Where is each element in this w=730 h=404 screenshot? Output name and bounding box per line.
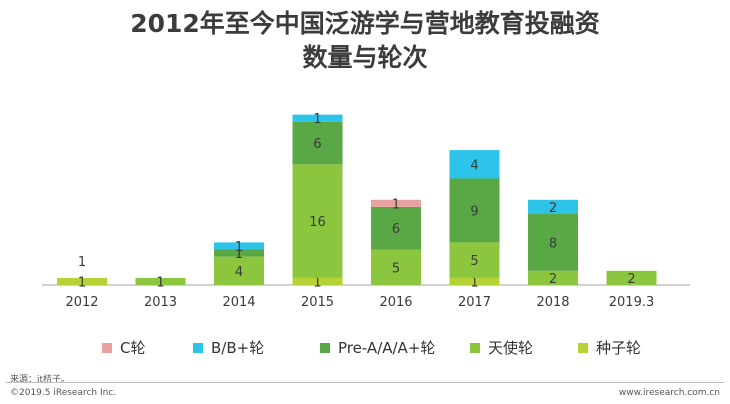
data-label-extra: 1 [78, 255, 86, 270]
bar-segment [292, 277, 343, 285]
data-label: 2 [549, 201, 557, 216]
data-label: 6 [313, 137, 321, 152]
x-tick-label: 2013 [144, 295, 177, 310]
data-label: 5 [392, 261, 400, 276]
bar-segment [528, 199, 578, 214]
bar-segment [371, 206, 421, 250]
bar-segment [528, 270, 578, 285]
data-label: 1 [156, 275, 164, 290]
legend-label: 种子轮 [596, 339, 642, 357]
legend-swatch [578, 342, 588, 353]
legend-label: 天使轮 [488, 339, 534, 357]
x-tick-label: 2017 [458, 295, 491, 310]
legend-label: Pre-A/A/A+轮 [338, 339, 436, 357]
data-label: 2 [549, 272, 557, 287]
chart-title-line-2: 数量与轮次 [302, 43, 428, 72]
data-label: 8 [549, 236, 557, 251]
legend-swatch [470, 342, 480, 353]
bar-segment [449, 178, 500, 243]
data-label: 1 [313, 112, 321, 127]
bar-segment [57, 277, 107, 285]
data-label: 4 [470, 158, 478, 173]
legend-item: Pre-A/A/A+轮 [320, 337, 435, 358]
legend-swatch [102, 342, 112, 353]
legend-item: 种子轮 [578, 337, 641, 358]
bar-segment [449, 150, 500, 179]
bar-segment [449, 242, 500, 278]
data-label: 1 [235, 247, 243, 262]
bar-segment [292, 121, 343, 165]
data-label: 9 [470, 204, 478, 219]
data-label: 1 [313, 275, 321, 290]
x-tick-label: 2012 [65, 295, 98, 310]
copyright-text: ©2019.5 iResearch Inc. [10, 388, 117, 398]
data-label: 4 [235, 265, 243, 280]
data-label: 6 [392, 222, 400, 237]
source-note: 来源：it桔子。 [10, 375, 71, 385]
stacked-bar-chart: 1201212013411201411661201556120161594201… [42, 112, 690, 310]
x-tick-label: 2016 [379, 295, 412, 310]
bar-segment [371, 249, 421, 285]
bar-segment [292, 114, 343, 122]
bar-segment [214, 249, 264, 257]
legend-swatch [193, 342, 203, 353]
bar-segment [449, 277, 500, 285]
bar-segment [371, 199, 421, 207]
legend-label: C轮 [120, 339, 146, 357]
bar-segment [606, 270, 657, 285]
chart-title-line-1: 2012年至今中国泛游学与营地教育投融资 [130, 9, 600, 38]
bar-segment [214, 242, 264, 250]
x-tick-label: 2019.3 [609, 295, 655, 310]
legend-label: B/B+轮 [211, 339, 265, 357]
legend-item: C轮 [102, 337, 145, 358]
legend-swatch [320, 342, 330, 353]
data-label: 1 [470, 275, 478, 290]
data-label: 1 [78, 275, 86, 290]
footer-divider [6, 382, 724, 383]
x-tick-label: 2018 [536, 295, 569, 310]
x-tick-label: 2015 [301, 295, 334, 310]
bar-segment [214, 256, 264, 285]
legend-item: 天使轮 [470, 337, 533, 358]
bar-segment [528, 214, 578, 271]
bar-segment [292, 164, 343, 278]
x-tick-label: 2014 [222, 295, 255, 310]
data-label: 1 [235, 240, 243, 255]
data-label: 16 [309, 215, 326, 230]
data-label: 2 [627, 272, 635, 287]
bar-segment [135, 277, 186, 285]
legend-item: B/B+轮 [193, 337, 264, 358]
data-label: 1 [392, 197, 400, 212]
data-label: 5 [470, 254, 478, 269]
chart-legend: C轮 B/B+轮 Pre-A/A/A+轮 天使轮 种子轮 [0, 337, 730, 361]
website-text: www.iresearch.com.cn [618, 388, 720, 398]
